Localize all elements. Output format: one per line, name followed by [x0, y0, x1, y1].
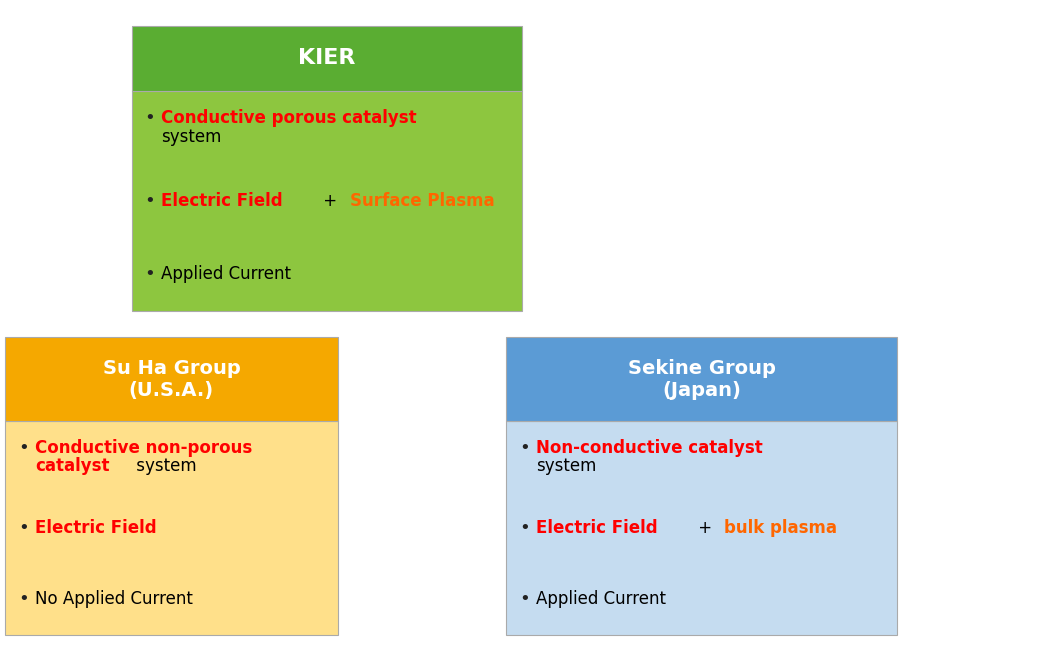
- Text: system: system: [131, 457, 196, 475]
- Text: •: •: [145, 192, 155, 210]
- FancyBboxPatch shape: [5, 337, 338, 421]
- Text: •: •: [145, 109, 155, 127]
- Text: Non-conductive catalyst: Non-conductive catalyst: [536, 439, 763, 457]
- Text: Conductive non-porous: Conductive non-porous: [35, 439, 252, 457]
- Text: •: •: [519, 590, 530, 608]
- Text: •: •: [18, 519, 28, 537]
- Text: Applied Current: Applied Current: [536, 590, 666, 608]
- Text: Electric Field: Electric Field: [161, 192, 283, 210]
- Text: bulk plasma: bulk plasma: [725, 519, 838, 537]
- Text: catalyst: catalyst: [35, 457, 110, 475]
- Text: Sekine Group
(Japan): Sekine Group (Japan): [628, 358, 775, 400]
- FancyBboxPatch shape: [132, 26, 522, 91]
- Text: Applied Current: Applied Current: [161, 265, 291, 283]
- Text: system: system: [161, 128, 222, 146]
- FancyBboxPatch shape: [506, 337, 897, 421]
- Text: Surface Plasma: Surface Plasma: [350, 192, 495, 210]
- Text: Electric Field: Electric Field: [35, 519, 156, 537]
- Text: •: •: [18, 439, 28, 457]
- Text: •: •: [18, 590, 28, 608]
- Text: Conductive porous catalyst: Conductive porous catalyst: [161, 109, 417, 127]
- Text: system: system: [536, 457, 596, 475]
- FancyBboxPatch shape: [132, 91, 522, 311]
- Text: •: •: [519, 439, 530, 457]
- Text: Electric Field: Electric Field: [536, 519, 657, 537]
- FancyBboxPatch shape: [506, 421, 897, 635]
- Text: +: +: [693, 519, 717, 537]
- Text: •: •: [145, 265, 155, 283]
- Text: KIER: KIER: [299, 49, 356, 68]
- FancyBboxPatch shape: [5, 421, 338, 635]
- Text: No Applied Current: No Applied Current: [35, 590, 193, 608]
- Text: +: +: [319, 192, 343, 210]
- Text: •: •: [519, 519, 530, 537]
- Text: Su Ha Group
(U.S.A.): Su Ha Group (U.S.A.): [102, 358, 241, 400]
